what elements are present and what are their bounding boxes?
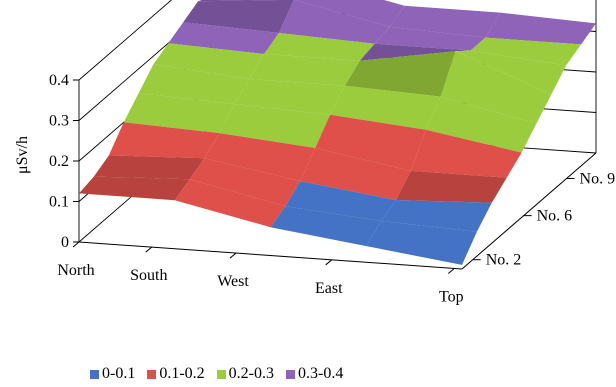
legend-item: 0.2-0.3: [216, 365, 274, 383]
surface-cell: [123, 93, 235, 134]
surface-cell: [234, 79, 345, 115]
legend-item: 0-0.1: [90, 365, 135, 383]
z-tick-label: 0.1: [49, 194, 69, 211]
legend-swatch: [90, 369, 99, 379]
surface-cell: [344, 51, 456, 97]
x-tick: [145, 246, 153, 253]
legend-swatch: [216, 369, 226, 379]
depth-tick-label: No. 6: [537, 208, 573, 225]
x-tick-label: West: [217, 273, 249, 290]
surface-cell: [138, 64, 250, 104]
x-tick-label: North: [57, 262, 94, 279]
surface-cell: [153, 43, 265, 79]
surface-cell: [93, 155, 205, 180]
surface-cell: [485, 12, 596, 45]
legend-item: 0.3-0.4: [285, 365, 344, 383]
surface-cell: [425, 96, 537, 153]
surface-cell: [294, 0, 405, 27]
legend-item: 0.1-0.2: [147, 365, 205, 383]
gridline-4: [78, 0, 173, 81]
z-tick-label: 0: [61, 234, 69, 251]
surface-plot: [79, 0, 596, 265]
legend-swatch: [285, 369, 295, 379]
surface-cell: [79, 176, 190, 201]
x-tick: [72, 241, 80, 248]
depth-tick-label: No. 2: [486, 252, 522, 269]
surface-cell: [285, 181, 396, 221]
surface-cell: [168, 22, 279, 54]
surface-cell: [389, 5, 501, 38]
depth-tick-label: No. 9: [580, 171, 616, 188]
x-axis-line: [78, 241, 463, 270]
surface-cell: [300, 148, 411, 200]
x-tick-label: South: [130, 267, 167, 284]
surface-cell: [374, 26, 486, 51]
x-tick-label: Top: [439, 288, 464, 305]
surface-cell: [174, 179, 286, 228]
y-axis-label: μSv/h: [14, 136, 31, 174]
axis-labels: μSv/h 0 0.1 0.2 0.3 0.4 North South West East Top…: [14, 72, 615, 305]
surface-cell: [108, 122, 220, 159]
surface-cell: [381, 200, 492, 232]
surface-cell: [366, 221, 477, 265]
surface-cell: [455, 50, 567, 95]
surface-cell: [198, 0, 281, 2]
surface-cell: [410, 129, 522, 178]
chart-legend: 0-0.1 0.1-0.2 0.2-0.3 0.3-0.4: [90, 365, 343, 383]
surface-cell: [189, 158, 301, 207]
surface-cell: [440, 51, 552, 124]
legend-label: 0-0.1: [102, 365, 136, 382]
x-tick-label: East: [315, 280, 343, 297]
chart-axes: [72, 79, 597, 274]
surface-cell: [315, 114, 426, 171]
surface-cell: [183, 0, 294, 33]
surface-cell: [219, 104, 331, 148]
surface-cell: [330, 85, 441, 130]
surface-cell: [279, 0, 390, 44]
surface-cell: [249, 54, 360, 86]
legend-label: 0.1-0.2: [159, 365, 205, 382]
x-tick: [325, 259, 333, 266]
z-tick-label: 0.3: [49, 113, 69, 130]
surface-cell: [396, 170, 507, 203]
legend-label: 0.2-0.3: [228, 365, 274, 382]
surface-cell: [204, 133, 316, 182]
legend-swatch: [147, 369, 157, 379]
surface-cell: [270, 206, 382, 247]
x-tick: [229, 252, 237, 259]
surface-cell: [470, 37, 582, 66]
surface-cell: [264, 33, 375, 61]
legend-label: 0.3-0.4: [297, 365, 344, 382]
z-tick-label: 0.2: [49, 153, 69, 170]
x-tick: [448, 268, 455, 274]
surface-cell: [359, 43, 471, 61]
z-tick-label: 0.4: [49, 72, 69, 89]
depth-axis-line: [461, 152, 597, 270]
